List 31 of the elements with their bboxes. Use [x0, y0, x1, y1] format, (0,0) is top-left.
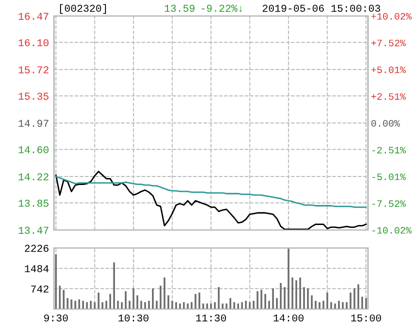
- x-tick-label: 15:00: [351, 314, 382, 322]
- y2-tick-label: -5.01%: [372, 174, 406, 180]
- x-tick-label: 10:30: [118, 314, 148, 322]
- x-tick-label: 11:30: [196, 314, 226, 322]
- y-tick-label: 1484: [24, 265, 49, 272]
- y-tick-label: 15.72: [18, 66, 48, 74]
- y2-tick-label: -2.51%: [372, 146, 406, 154]
- y2-tick-label: +10.02%: [371, 13, 412, 20]
- y-tick-label: 15.35: [18, 92, 48, 100]
- y2-tick-label: +2.51%: [371, 93, 406, 100]
- y-tick-label: 16.47: [18, 12, 48, 20]
- y2-tick-label: -7.52%: [372, 200, 406, 207]
- x-tick-label: 9:30: [44, 314, 68, 322]
- y-tick-label: 13.47: [18, 226, 48, 234]
- x-tick-label: 14:00: [274, 314, 304, 322]
- text: 13.59: [164, 4, 195, 12]
- y-tick-label: 14.97: [18, 120, 48, 127]
- y2-tick-label: 0.00%: [371, 120, 400, 127]
- y-tick-label: 742: [31, 285, 48, 292]
- text: 2019-05-06 15:00:03: [262, 4, 380, 12]
- y2-tick-label: +5.01%: [371, 66, 406, 74]
- y2-tick-label: -10.02%: [372, 227, 412, 234]
- y-tick-label: 14.22: [18, 173, 48, 180]
- y-tick-label: 13.85: [18, 200, 48, 207]
- line-series: [55, 176, 367, 208]
- y-tick-label: 2226: [24, 244, 48, 252]
- y-tick-label: 14.60: [18, 146, 48, 154]
- chart-title: [002320]: [60, 4, 106, 14]
- y2-tick-label: +7.52%: [371, 40, 406, 46]
- text: -9.22%↓: [202, 4, 242, 12]
- y-tick-label: 16.10: [18, 39, 48, 46]
